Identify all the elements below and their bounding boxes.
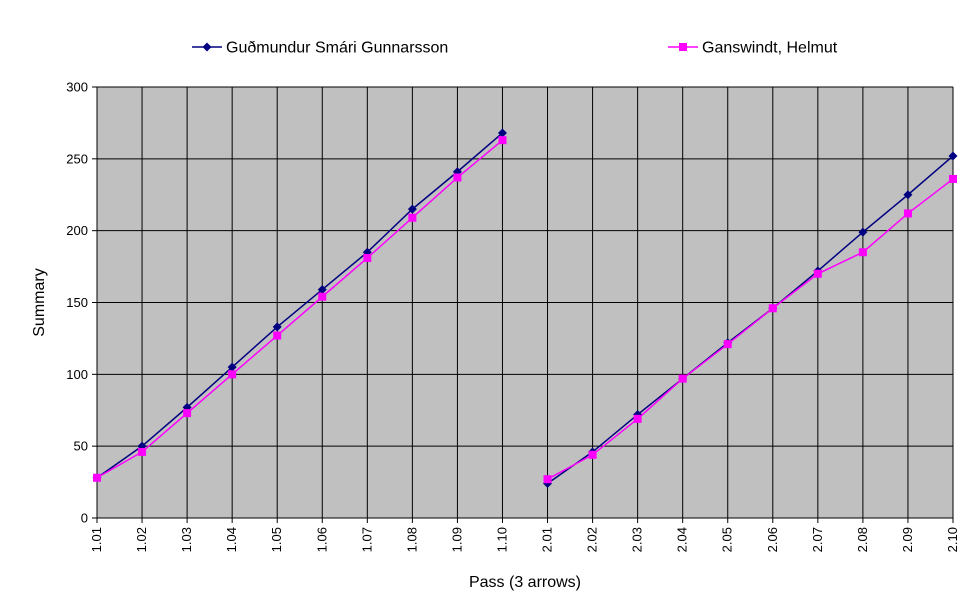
data-point [543, 475, 552, 484]
x-tick-label: 2.08 [855, 527, 870, 552]
data-point [498, 136, 507, 145]
y-tick-label: 200 [66, 223, 88, 238]
x-tick-label: 1.06 [314, 527, 329, 552]
x-tick-label: 1.04 [224, 527, 239, 552]
legend-marker [679, 43, 687, 51]
y-axis-ticks: 0 50 100 150 200 250 300 [66, 80, 97, 526]
data-point [903, 190, 913, 200]
y-tick-label: 0 [81, 511, 88, 526]
series-2 [93, 136, 957, 484]
data-point [497, 128, 507, 138]
data-point [138, 447, 147, 456]
x-tick-label: 1.03 [179, 527, 194, 552]
data-point [858, 248, 867, 257]
data-point [228, 370, 237, 379]
x-tick-label: 1.07 [359, 527, 374, 552]
x-tick-label: 1.10 [494, 527, 509, 552]
series-line [96, 132, 503, 479]
x-tick-label: 2.03 [630, 527, 645, 552]
data-point [723, 340, 732, 349]
x-tick-label: 1.05 [269, 527, 284, 552]
data-point [317, 285, 327, 295]
x-tick-label: 1.01 [89, 527, 104, 552]
data-point [273, 331, 282, 340]
data-point [183, 409, 192, 418]
data-point [949, 174, 957, 183]
x-tick-label: 1.02 [134, 527, 149, 552]
data-point [948, 151, 958, 161]
data-point [453, 173, 462, 182]
x-tick-label: 2.06 [765, 527, 780, 552]
data-point [407, 204, 417, 214]
data-point [813, 269, 822, 278]
y-tick-label: 250 [66, 151, 88, 166]
legend-label: Guðmundur Smári Gunnarsson [226, 40, 448, 57]
y-tick-label: 50 [74, 439, 88, 454]
data-point [408, 213, 417, 222]
x-axis-title: Pass (3 arrows) [469, 574, 581, 591]
x-tick-label: 2.09 [900, 527, 915, 552]
y-tick-label: 300 [66, 80, 88, 95]
data-point [227, 362, 237, 372]
data-point [363, 253, 372, 262]
legend-item: Guðmundur Smári Gunnarsson [192, 40, 448, 57]
data-point [768, 304, 777, 313]
legend-label: Ganswindt, Helmut [702, 40, 838, 57]
legend-item: Ganswindt, Helmut [668, 40, 838, 57]
data-point [318, 292, 327, 301]
legend: Guðmundur Smári Gunnarsson Ganswindt, Hel… [192, 40, 838, 57]
data-point [678, 374, 687, 383]
x-tick-label: 2.05 [720, 527, 735, 552]
y-axis-title: Summary [31, 268, 48, 336]
gridlines [97, 86, 954, 518]
legend-marker [202, 42, 212, 52]
x-tick-label: 2.01 [540, 527, 555, 552]
data-point [588, 450, 597, 459]
x-tick-label: 2.07 [810, 527, 825, 552]
data-point [272, 322, 282, 332]
data-point [362, 247, 372, 257]
x-tick-label: 1.09 [449, 527, 464, 552]
y-tick-label: 100 [66, 367, 88, 382]
data-point [633, 414, 642, 423]
series-line [547, 178, 954, 480]
x-tick-label: 1.08 [404, 527, 419, 552]
x-axis-ticks: 1.01 1.02 1.03 1.04 1.05 1.06 1.07 1.08 1.09 1.10… [89, 518, 960, 552]
y-tick-label: 150 [66, 295, 88, 310]
series-line [96, 139, 503, 479]
data-point [903, 209, 912, 218]
x-tick-label: 2.10 [945, 527, 960, 552]
data-point [858, 227, 868, 237]
data-point [93, 473, 101, 482]
series-layer [92, 128, 958, 489]
x-tick-label: 2.02 [585, 527, 600, 552]
x-tick-label: 2.04 [675, 527, 690, 552]
